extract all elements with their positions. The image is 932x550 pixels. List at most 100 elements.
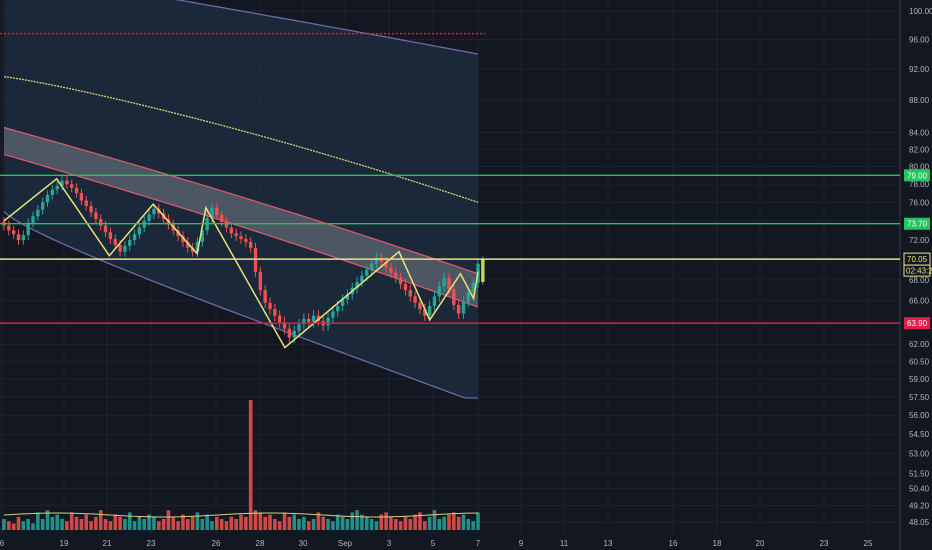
time-tick-label: 11	[560, 539, 569, 548]
price-tick-label: 62.00	[909, 340, 930, 349]
volume-bar	[89, 521, 93, 530]
volume-bar	[282, 512, 287, 530]
volume-bar	[215, 516, 219, 530]
volume-bar	[55, 514, 60, 530]
candle-body	[311, 315, 316, 323]
price-tick-label: 92.00	[909, 65, 930, 74]
candle-body	[268, 302, 272, 310]
time-tick-label: 20	[756, 539, 765, 548]
candle-body	[408, 290, 412, 297]
volume-bar	[253, 510, 258, 530]
candle-body	[340, 299, 345, 306]
time-tick-label: 6	[0, 539, 5, 548]
volume-bar	[113, 514, 118, 530]
candle-body	[123, 245, 127, 252]
ribbon-upper	[3, 126, 479, 275]
candle-body	[224, 221, 229, 228]
volume-bar	[50, 516, 55, 530]
channel-lower-line	[3, 211, 478, 399]
volume-bar	[69, 512, 74, 530]
candle-body	[26, 222, 30, 236]
candle-body	[418, 302, 422, 310]
volume-bar	[219, 519, 224, 530]
price-tag-label: 70.05	[907, 255, 928, 264]
candle-body	[210, 207, 214, 219]
time-tick-label: 16	[669, 539, 678, 548]
candle-body	[432, 296, 437, 306]
volume-bar	[21, 521, 26, 530]
price-tag-label: 73.70	[907, 220, 928, 229]
volume-bar	[447, 514, 451, 530]
volume-bar	[103, 519, 108, 530]
candle-body	[389, 267, 393, 273]
volume-bar	[166, 510, 171, 530]
volume-bar	[98, 510, 103, 530]
volume-bar	[316, 512, 321, 530]
volume-bar	[345, 519, 350, 530]
candle-body	[128, 239, 132, 246]
time-tick-label: 28	[256, 539, 265, 548]
candle-body	[316, 315, 321, 322]
volume-bar	[79, 519, 84, 530]
volume-bar	[31, 523, 35, 530]
countdown-tag-box	[903, 264, 931, 277]
candle-body	[369, 263, 374, 270]
volume-bar	[147, 514, 151, 530]
time-tick-label: 5	[431, 539, 436, 548]
candle-body	[481, 259, 485, 282]
candle-body	[36, 209, 40, 217]
candle-body	[200, 230, 205, 242]
candle-body	[437, 286, 442, 297]
candle-body	[79, 193, 84, 201]
time-tick-label: 19	[60, 539, 69, 548]
volume-bar	[466, 519, 471, 530]
volume-bar	[7, 521, 11, 530]
candle-body	[16, 234, 21, 240]
candle-body	[31, 216, 35, 223]
volume-bar	[26, 519, 30, 530]
volume-bar	[384, 512, 388, 530]
candle-body	[65, 180, 69, 185]
time-tick-label: 7	[476, 539, 481, 548]
volume-bar	[244, 516, 248, 530]
candle-body	[466, 292, 471, 302]
candle-body	[384, 261, 388, 268]
volume-bar	[326, 519, 330, 530]
time-tick-label: 23	[820, 539, 829, 548]
volume-bar	[321, 516, 326, 530]
candle-body	[11, 230, 16, 235]
price-tick-label: 72.00	[909, 236, 930, 245]
time-axis[interactable]: 6 19 21 23 26 28 30 Sep 3 5 7 9 11 13 16 18 20 23 25	[0, 539, 873, 548]
horizontal-levels[interactable]	[0, 32, 900, 324]
volume-bar	[393, 519, 398, 530]
candle-body	[302, 318, 306, 325]
volume-bar	[156, 521, 161, 530]
price-tick-label: 80.00	[909, 163, 930, 172]
price-tag-box	[904, 169, 930, 182]
candle-body	[244, 239, 248, 242]
candle-body	[181, 236, 185, 242]
price-tick-label: 78.00	[909, 180, 930, 189]
price-tick-label: 82.00	[909, 145, 930, 154]
volume-bar	[442, 516, 446, 530]
volume-bar	[263, 516, 267, 530]
volume-bar	[389, 516, 393, 530]
volume-bar	[471, 521, 475, 530]
volume-bar	[176, 521, 180, 530]
volume-bar	[161, 519, 166, 530]
volume-bar	[335, 514, 340, 530]
price-tag-label: 79.00	[907, 171, 928, 180]
candle-body	[442, 277, 446, 287]
candle-body	[50, 189, 55, 195]
volume-bar	[331, 521, 335, 530]
zigzag-path	[3, 177, 479, 349]
candle-body	[282, 322, 287, 329]
time-tick-label: 9	[519, 539, 524, 548]
candle-body	[307, 318, 311, 323]
volume-bar	[74, 516, 79, 530]
price-axis[interactable]: 100.00 96.00 92.00 88.00 84.00 82.00 80.00 78.0…	[909, 7, 932, 527]
volume-bar	[248, 400, 253, 530]
zigzag-line	[3, 177, 479, 349]
candle-body	[99, 219, 103, 226]
